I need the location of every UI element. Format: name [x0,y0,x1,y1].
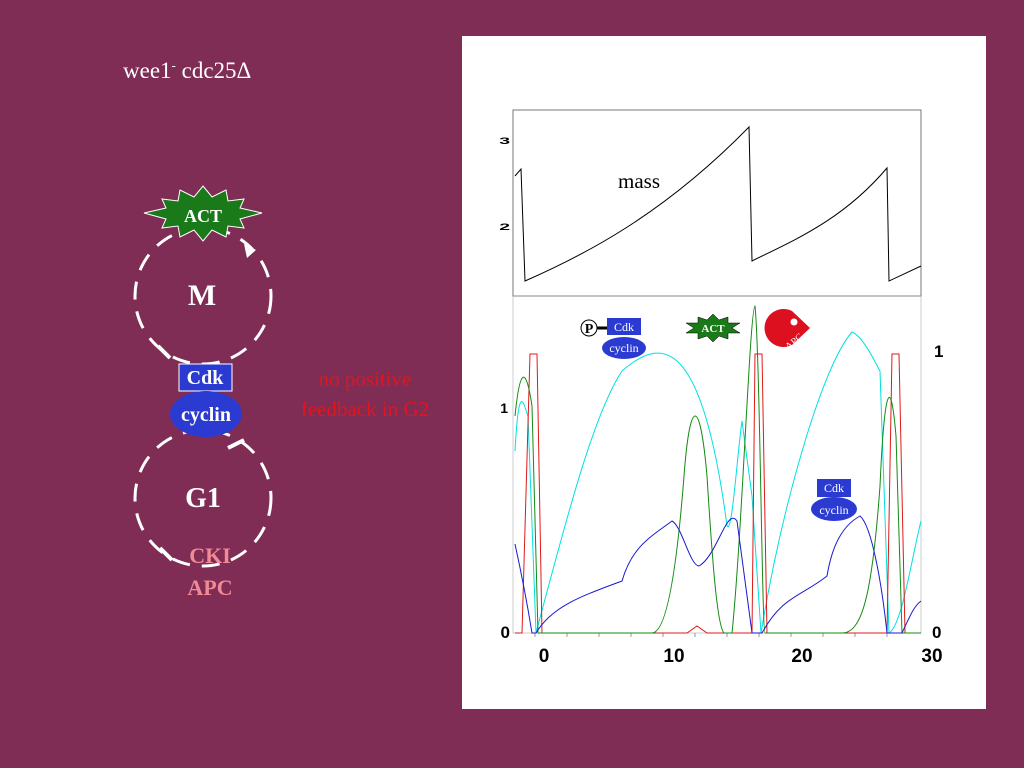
note-line-2: feedback in G2 [300,397,430,421]
title-main: wee1 [123,58,172,83]
g1-cycle-circle [133,428,273,568]
xtick-0: 0 [539,646,550,667]
act-starburst-icon [143,185,263,242]
g1-phase-label: G1 [185,483,221,514]
apc-label: APC [187,575,233,600]
cluster-cyclin-label: cyclin [819,503,848,517]
green-curve [514,305,921,634]
note-line-1: no positive [318,367,412,391]
left-ytick-0: 0 [501,623,510,642]
cluster-cdk-box [817,479,851,497]
apc-eye-icon [790,318,798,326]
inset-cdk-box [607,318,641,335]
x-tick-marks [534,633,888,637]
cyclin-label: cyclin [181,404,231,426]
cluster-cyclin-ellipse [811,497,857,521]
cki-label: CKI [189,543,231,568]
xtick-30: 30 [921,646,942,667]
cluster-cdk-label: Cdk [824,481,844,495]
cyclin-ellipse [170,391,242,437]
inhibition-bar-g1-bottom [158,546,174,562]
title-superscript: - [171,57,176,73]
inset-act-label: ACT [701,323,725,335]
xtick-20: 20 [791,646,812,667]
blue-curve [514,515,922,634]
title-rest: cdc25Δ [175,58,252,83]
slide-title: wee1- cdc25Δ [123,58,251,84]
cdk-box [178,363,233,392]
red-curve [515,353,921,634]
mass-ytick-2: 2 [499,222,510,232]
cell-cycle-diagram: ACT M Cdk cyclin G1 [133,185,273,568]
mass-label: mass [618,169,660,193]
inset-cdk-label: Cdk [614,320,634,334]
simulation-plot: 3 2 mass 1 0 1 0 0 10 20 30 [499,109,943,667]
right-ytick-0: 0 [932,623,941,642]
mass-panel-frame [512,109,922,297]
cyan-curve [514,331,922,634]
right-ytick-1: 1 [934,342,943,361]
arrow-head-icon [244,244,256,258]
plot-panel: 3 2 mass 1 0 1 0 0 10 20 30 [462,36,986,709]
m-phase-label: M [188,279,216,312]
inset-cyclin-label: cyclin [609,341,638,355]
inset-act-starburst-icon [685,313,741,343]
left-ytick-1: 1 [500,400,508,416]
act-label: ACT [184,206,222,226]
mass-curve [514,125,922,282]
inhibition-bar-g1-top [227,438,245,450]
apc-pacman-icon [764,309,810,347]
xtick-10: 10 [663,646,684,667]
phospho-label: P [585,322,594,337]
no-positive-feedback-note: no positive feedback in G2 [270,364,460,424]
inset-cyclin-ellipse [602,337,646,359]
inhibition-bar-m [156,344,172,360]
mass-ytick-3: 3 [499,136,510,146]
cdk-label: Cdk [187,367,225,389]
